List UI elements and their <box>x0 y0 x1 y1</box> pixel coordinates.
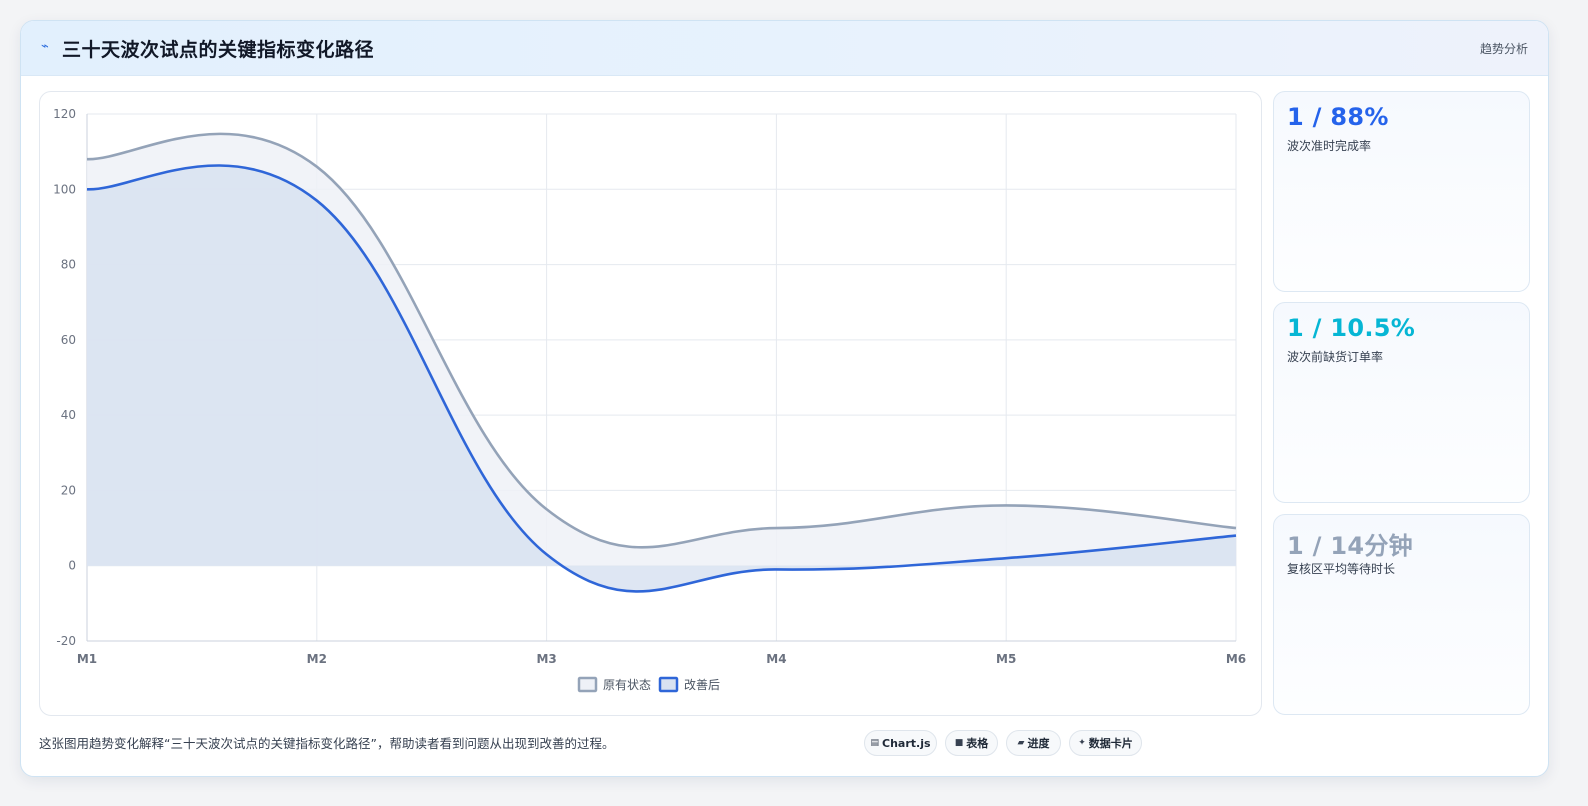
trend-icon: ⌁ <box>41 39 49 54</box>
y-tick-label: 60 <box>61 333 76 347</box>
legend-label-1: 改善后 <box>684 677 720 692</box>
chart-panel: -20 0 20 40 60 80 100 120 M1 M2 M3 M4 M5 M6 原有状态 改善后 <box>39 91 1262 716</box>
x-tick-label: M2 <box>307 652 327 666</box>
card-icon: ✦ <box>1078 738 1086 748</box>
chip-datacard[interactable]: ✦ 数据卡片 <box>1069 730 1142 756</box>
y-tick-label: 40 <box>61 408 76 422</box>
chart-card: ⌁ 三十天波次试点的关键指标变化路径 趋势分析 -20 0 20 40 60 80 100 1… <box>20 20 1549 777</box>
stat-label: 波次前缺货订单率 <box>1287 350 1384 364</box>
stat-value: 1 / 10.5% <box>1287 314 1416 342</box>
y-tick-label: 0 <box>68 559 76 573</box>
stat-card-waittime: 1 / 14分钟 复核区平均等待时长 <box>1273 514 1530 715</box>
stat-label: 复核区平均等待时长 <box>1287 562 1396 576</box>
x-tick-label: M6 <box>1226 652 1246 666</box>
chip-table[interactable]: ■ 表格 <box>945 730 998 756</box>
y-tick-label: 80 <box>61 258 76 272</box>
series-line-1 <box>86 164 1237 593</box>
legend-swatch-1 <box>658 676 679 693</box>
chip-chartjs[interactable]: ▤ Chart.js <box>864 730 937 756</box>
stat-card-ontime: 1 / 88% 波次准时完成率 <box>1273 91 1530 292</box>
stat-value: 1 / 14分钟 <box>1287 532 1413 560</box>
y-tick-label: 100 <box>53 182 76 196</box>
table-icon: ■ <box>954 738 964 748</box>
stat-card-stockout: 1 / 10.5% 波次前缺货订单率 <box>1273 302 1530 503</box>
x-tick-label: M5 <box>996 652 1016 666</box>
stat-label: 波次准时完成率 <box>1287 139 1372 153</box>
y-tick-label: 20 <box>61 483 76 497</box>
chart-icon: ▤ <box>870 738 879 748</box>
chip-progress[interactable]: ▰ 进度 <box>1006 730 1061 756</box>
progress-icon: ▰ <box>1017 738 1025 748</box>
chart-description: 这张图用趋势变化解释“三十天波次试点的关键指标变化路径”，帮助读者看到问题从出现… <box>39 736 615 751</box>
line-chart: -20 0 20 40 60 80 100 120 M1 M2 M3 M4 M5 M6 原有状态 改善后 <box>53 107 1246 693</box>
legend-label-0: 原有状态 <box>603 678 651 692</box>
x-tick-label: M4 <box>766 652 786 666</box>
series-area-1 <box>87 165 1236 592</box>
x-tick-label: M3 <box>536 652 556 666</box>
card-header: ⌁ 三十天波次试点的关键指标变化路径 趋势分析 <box>21 21 1548 76</box>
y-tick-label: -20 <box>56 634 76 648</box>
stat-value: 1 / 88% <box>1287 103 1389 131</box>
category-badge: 趋势分析 <box>1479 42 1528 56</box>
series-line-0 <box>86 132 1237 549</box>
page-title: 三十天波次试点的关键指标变化路径 <box>62 39 375 61</box>
y-tick-label: 120 <box>53 107 76 121</box>
legend-swatch-0 <box>577 676 598 693</box>
x-tick-label: M1 <box>77 652 97 666</box>
